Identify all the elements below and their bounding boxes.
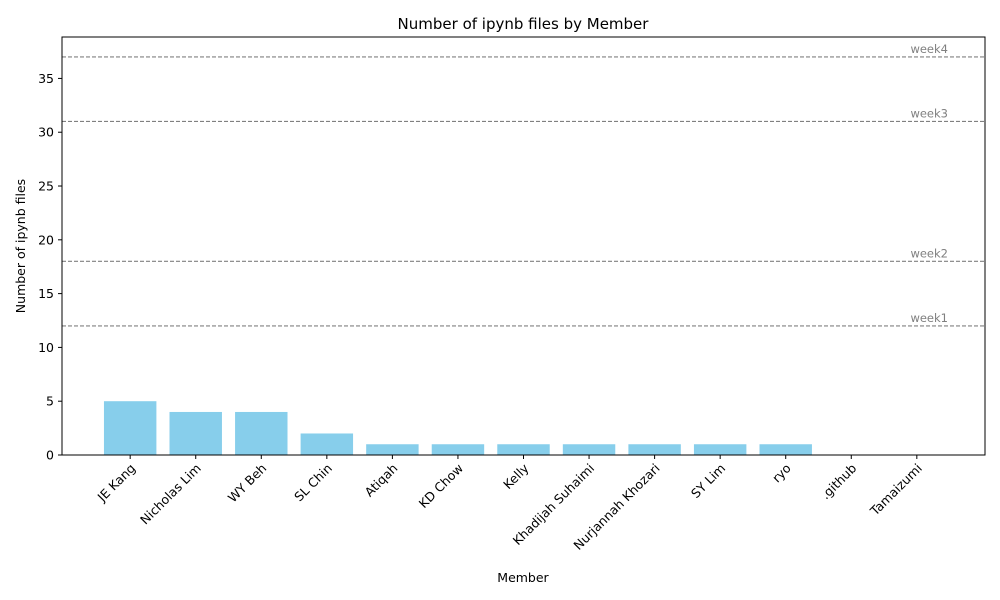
x-tick-label: Atiqah <box>361 461 400 500</box>
y-axis-ticks: 0 5 10 15 20 25 30 35 <box>38 71 62 463</box>
bar-5 <box>431 444 485 455</box>
y-tick-label: 30 <box>38 125 54 140</box>
bar-6 <box>497 444 550 455</box>
x-tick-label: SL Chin <box>291 461 335 505</box>
bar-8 <box>628 444 681 455</box>
plot-frame <box>61 36 986 456</box>
y-tick-label: 10 <box>38 340 54 355</box>
bar-3 <box>300 433 354 455</box>
bar-1 <box>169 411 222 455</box>
bar-4 <box>366 444 419 455</box>
chart-title: Number of ipynb files by Member <box>398 15 650 33</box>
x-tick-label: Kelly <box>500 460 532 492</box>
bar-9 <box>693 444 747 455</box>
y-tick-label: 20 <box>38 232 54 247</box>
x-tick-label: WY Beh <box>225 461 270 506</box>
x-tick-label: ryo <box>769 461 794 486</box>
reference-line-label-week1: week1 <box>910 311 948 325</box>
y-tick-label: 0 <box>46 448 54 463</box>
y-tick-label: 15 <box>38 286 54 301</box>
x-tick-label: JE Kang <box>94 461 139 506</box>
x-tick-label: Nicholas Lim <box>137 461 204 528</box>
x-tick-label: .github <box>818 460 860 502</box>
y-tick-label: 35 <box>38 71 54 86</box>
x-axis-label: Member <box>497 570 549 585</box>
y-tick-label: 25 <box>38 179 54 194</box>
bar-7 <box>562 444 616 455</box>
reference-line-label-week3: week3 <box>910 106 948 120</box>
x-tick-label: Tamaizumi <box>866 461 924 519</box>
x-tick-label: KD Chow <box>416 461 466 511</box>
bar-2 <box>235 411 288 455</box>
x-tick-label: SY Lim <box>688 461 728 501</box>
y-tick-label: 5 <box>46 394 54 409</box>
bar-10 <box>759 444 812 455</box>
y-axis-label: Number of ipynb files <box>13 179 28 313</box>
bar-0 <box>103 401 157 455</box>
reference-line-label-week2: week2 <box>910 246 948 260</box>
reference-lines: week1 week2 week3 week4 <box>62 42 985 327</box>
reference-line-label-week4: week4 <box>910 42 948 56</box>
bars <box>103 401 812 455</box>
